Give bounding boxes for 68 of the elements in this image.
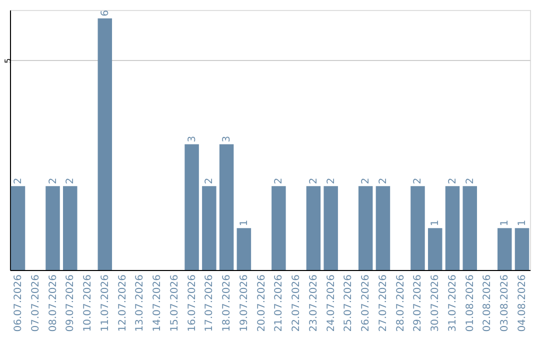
- data-label: 1: [238, 220, 250, 226]
- bar: [445, 186, 460, 270]
- bar: [10, 186, 26, 270]
- data-label: 3: [186, 136, 198, 142]
- data-label: 1: [517, 220, 528, 226]
- x-tick-label: 03.08.2026: [500, 274, 511, 332]
- x-tick-label: 01.08.2026: [464, 274, 476, 332]
- bar: [462, 186, 477, 270]
- data-label: 2: [360, 178, 372, 184]
- bar: [306, 186, 321, 270]
- x-tick-label: 22.07.2026: [291, 274, 302, 332]
- bar: [46, 186, 60, 270]
- x-tick-label: 09.07.2026: [65, 274, 76, 332]
- x-tick-label: 07.07.2026: [30, 274, 42, 332]
- bar: [63, 186, 78, 270]
- bar: [428, 228, 442, 270]
- data-label: 6: [100, 10, 111, 16]
- x-tick-label: 30.07.2026: [430, 274, 442, 332]
- x-tick-label: 08.07.2026: [48, 274, 59, 332]
- data-label: 2: [447, 178, 458, 184]
- x-tick-label: 27.07.2026: [378, 274, 389, 332]
- x-tick-label: 11.07.2026: [100, 274, 111, 332]
- x-tick-label: 04.08.2026: [517, 274, 528, 332]
- x-tick-label: 10.07.2026: [82, 274, 94, 332]
- bar: [202, 186, 216, 270]
- bar: [184, 144, 199, 270]
- x-tick-label: 16.07.2026: [186, 274, 198, 332]
- x-tick-label: 21.07.2026: [274, 274, 285, 332]
- data-label: 2: [48, 178, 59, 184]
- x-tick-label: 31.07.2026: [447, 274, 458, 332]
- bar: [272, 186, 286, 270]
- bar: [236, 228, 252, 270]
- data-label: 2: [12, 178, 24, 184]
- x-tick-label: 13.07.2026: [134, 274, 146, 332]
- x-tick-label: 28.07.2026: [395, 274, 406, 332]
- bar: [514, 228, 530, 270]
- data-label: 2: [65, 178, 76, 184]
- x-tick-label: 20.07.2026: [256, 274, 268, 332]
- data-label: 2: [464, 178, 476, 184]
- x-tick-label: 06.07.2026: [12, 274, 24, 332]
- x-tick-label: 18.07.2026: [222, 274, 233, 332]
- x-tick-label: 12.07.2026: [117, 274, 128, 332]
- x-tick-label: 19.07.2026: [238, 274, 250, 332]
- data-label: 1: [430, 220, 442, 226]
- bar: [98, 18, 112, 270]
- x-tick-label: 17.07.2026: [204, 274, 216, 332]
- data-label: 1: [500, 220, 511, 226]
- data-label: 2: [308, 178, 320, 184]
- bar: [410, 186, 425, 270]
- x-tick-label: 15.07.2026: [169, 274, 180, 332]
- bar: [219, 144, 234, 270]
- x-tick-label: 25.07.2026: [343, 274, 354, 332]
- data-label: 2: [326, 178, 337, 184]
- x-tick-label: 23.07.2026: [308, 274, 320, 332]
- bar: [376, 186, 390, 270]
- data-label: 2: [204, 178, 216, 184]
- data-label: 2: [378, 178, 389, 184]
- bar: [498, 228, 512, 270]
- x-tick-label: 29.07.2026: [412, 274, 424, 332]
- bar: [358, 186, 373, 270]
- data-label: 2: [274, 178, 285, 184]
- data-label: 3: [222, 136, 233, 142]
- data-label: 2: [412, 178, 424, 184]
- x-tick-label: 26.07.2026: [360, 274, 372, 332]
- bar: [324, 186, 338, 270]
- x-tick-label: 14.07.2026: [152, 274, 164, 332]
- x-tick-label: 02.08.2026: [482, 274, 494, 332]
- x-tick-label: 24.07.2026: [326, 274, 337, 332]
